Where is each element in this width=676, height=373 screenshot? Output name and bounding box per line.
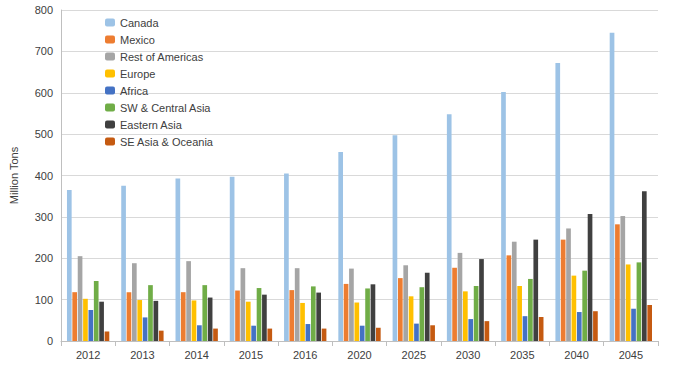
- svg-text:2014: 2014: [184, 349, 208, 361]
- svg-text:2012: 2012: [76, 349, 100, 361]
- svg-text:100: 100: [35, 294, 53, 306]
- svg-text:2030: 2030: [456, 349, 480, 361]
- svg-text:SW & Central Asia: SW & Central Asia: [120, 102, 211, 114]
- svg-text:500: 500: [35, 128, 53, 140]
- svg-text:2045: 2045: [619, 349, 643, 361]
- svg-text:Canada: Canada: [120, 17, 159, 29]
- svg-text:2015: 2015: [239, 349, 263, 361]
- svg-text:700: 700: [35, 45, 53, 57]
- svg-text:Africa: Africa: [120, 85, 149, 97]
- svg-text:0: 0: [47, 335, 53, 347]
- svg-text:Europe: Europe: [120, 68, 155, 80]
- svg-text:Mexico: Mexico: [120, 34, 155, 46]
- svg-text:SE Asia & Oceania: SE Asia & Oceania: [120, 136, 214, 148]
- svg-text:2020: 2020: [347, 349, 371, 361]
- svg-text:600: 600: [35, 87, 53, 99]
- svg-text:2025: 2025: [402, 349, 426, 361]
- svg-text:300: 300: [35, 211, 53, 223]
- svg-text:Eastern Asia: Eastern Asia: [120, 119, 183, 131]
- svg-text:Million Tons: Million Tons: [8, 146, 20, 204]
- svg-text:200: 200: [35, 252, 53, 264]
- svg-text:2040: 2040: [564, 349, 588, 361]
- svg-text:400: 400: [35, 170, 53, 182]
- svg-text:2013: 2013: [130, 349, 154, 361]
- svg-text:2035: 2035: [510, 349, 534, 361]
- svg-text:2016: 2016: [293, 349, 317, 361]
- svg-text:800: 800: [35, 4, 53, 16]
- svg-text:Rest of Americas: Rest of Americas: [120, 51, 204, 63]
